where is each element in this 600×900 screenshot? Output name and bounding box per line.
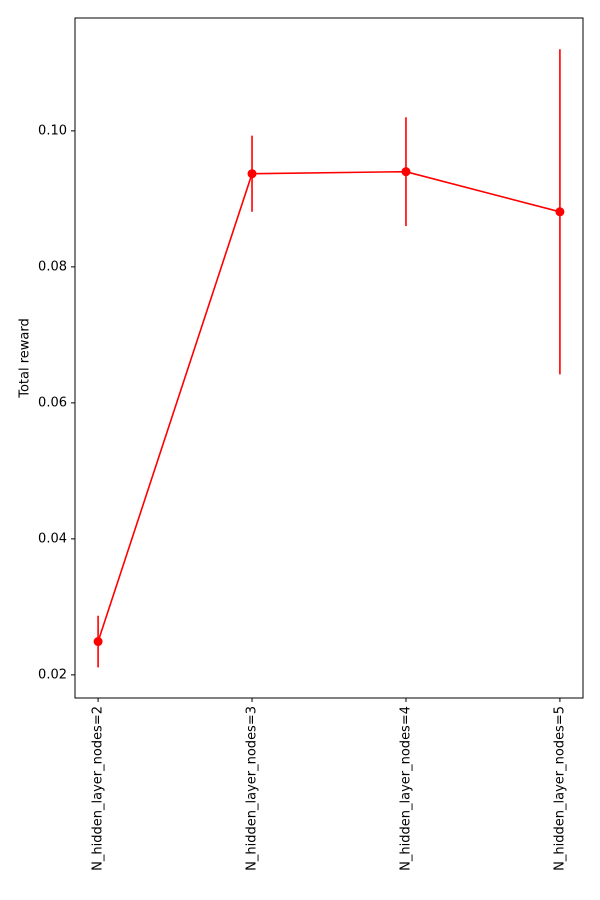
point xyxy=(93,637,103,647)
y-tick-label: 0.08 xyxy=(38,259,67,274)
x-tick-label: N_hidden_layer_nodes=3 xyxy=(245,706,260,871)
x-tick-label: N_hidden_layer_nodes=4 xyxy=(398,706,413,871)
y-tick-label: 0.10 xyxy=(38,123,67,138)
point xyxy=(247,169,257,179)
x-tick-label: N_hidden_layer_nodes=2 xyxy=(91,706,106,871)
y-tick-label: 0.04 xyxy=(38,531,67,546)
x-tick-label: N_hidden_layer_nodes=5 xyxy=(552,706,567,871)
point xyxy=(401,167,411,177)
y-tick-label: 0.02 xyxy=(38,667,67,682)
point xyxy=(555,207,565,217)
plot-frame xyxy=(74,17,584,699)
y-tick-label: 0.06 xyxy=(38,395,67,410)
line xyxy=(97,170,561,642)
y-axis-label: Total reward xyxy=(18,318,33,399)
